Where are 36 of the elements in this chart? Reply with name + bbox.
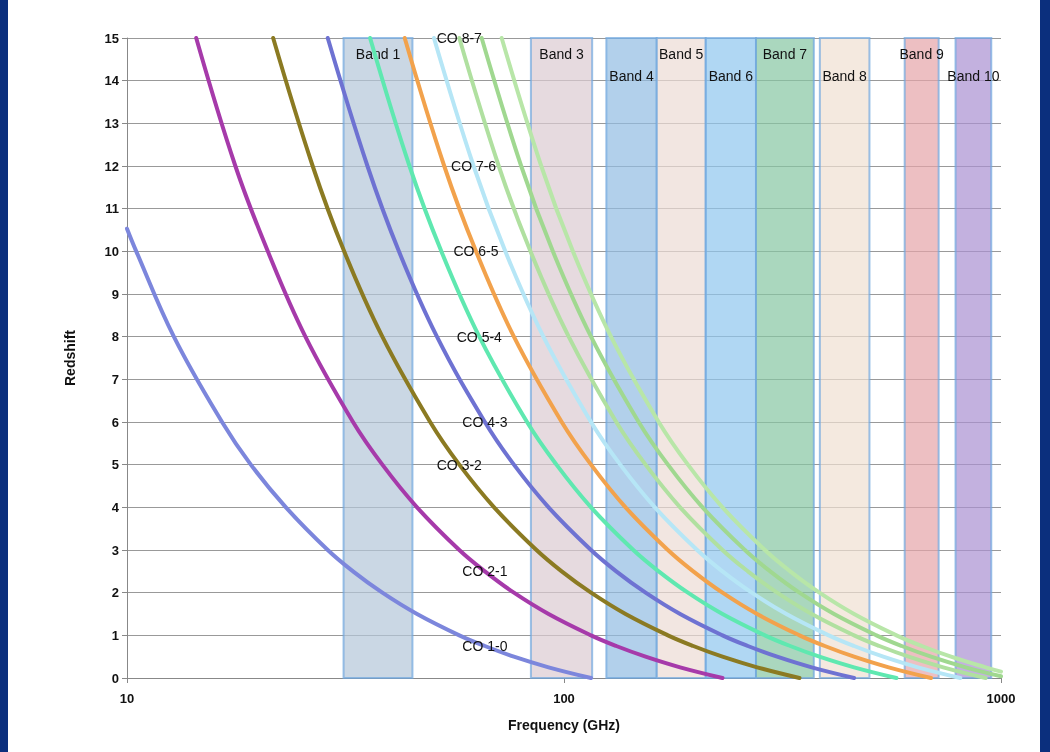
band-label: Band 9 bbox=[899, 46, 945, 62]
y-axis-title: Redshift bbox=[62, 329, 78, 386]
x-tick-label: 1000 bbox=[986, 691, 1016, 706]
series-label: CO 1-0 bbox=[462, 638, 508, 654]
band-label: Band 10 bbox=[947, 68, 1000, 84]
y-tick-label: 6 bbox=[111, 414, 119, 430]
series-label: CO 7-6 bbox=[451, 158, 497, 174]
x-tick-label: 100 bbox=[553, 691, 575, 706]
y-tick-label: 11 bbox=[105, 201, 119, 217]
y-tick-label: 2 bbox=[111, 585, 119, 601]
band-label: Band 7 bbox=[762, 46, 808, 62]
x-axis-title: Frequency (GHz) bbox=[507, 717, 621, 733]
series-label: CO 5-4 bbox=[456, 328, 503, 345]
series-label: CO 4-3 bbox=[462, 414, 508, 430]
band-label: Band 8 bbox=[822, 68, 868, 84]
y-tick-label: 4 bbox=[111, 499, 120, 515]
y-tick-label: 0 bbox=[111, 670, 119, 686]
y-tick-label: 10 bbox=[104, 243, 119, 259]
y-tick-label: 9 bbox=[111, 286, 119, 302]
y-tick-label: 5 bbox=[111, 457, 119, 473]
band-label: Band 5 bbox=[659, 46, 704, 62]
y-tick-label: 14 bbox=[104, 73, 120, 89]
series-label: CO 8-7 bbox=[436, 30, 483, 46]
band-label: Band 3 bbox=[539, 46, 584, 62]
series-label: CO 3-2 bbox=[436, 456, 483, 473]
band-label: Band 4 bbox=[609, 68, 654, 84]
y-tick-label: 15 bbox=[104, 30, 119, 46]
y-tick-label: 1 bbox=[111, 627, 119, 643]
band-label: Band 6 bbox=[708, 68, 754, 84]
y-tick-label: 8 bbox=[111, 329, 119, 345]
series-label: CO 2-1 bbox=[462, 563, 508, 580]
y-tick-label: 13 bbox=[104, 115, 119, 131]
y-tick-label: 12 bbox=[104, 158, 119, 174]
series-label: CO 6-5 bbox=[453, 243, 499, 260]
y-tick-label: 7 bbox=[111, 371, 119, 387]
y-tick-label: 3 bbox=[111, 542, 119, 558]
